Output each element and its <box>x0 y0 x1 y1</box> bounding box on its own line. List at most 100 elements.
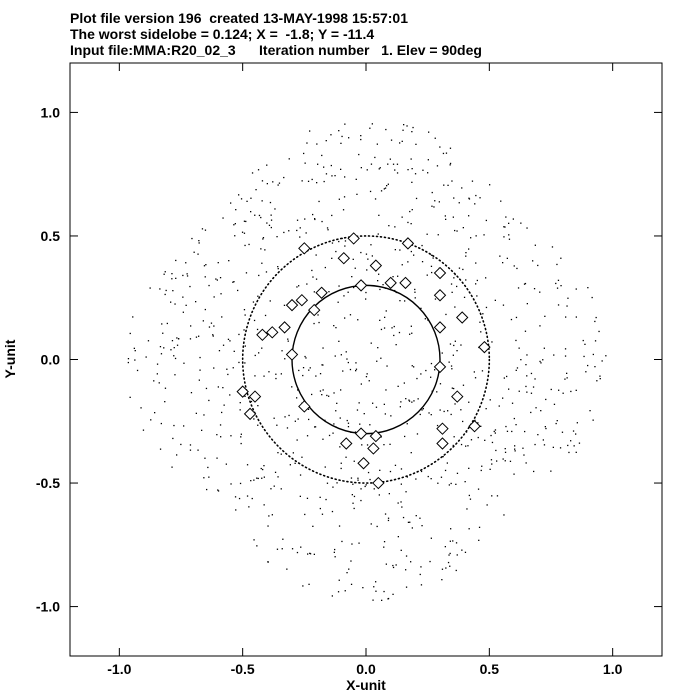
dot-588 <box>443 184 445 186</box>
dot-177 <box>415 515 417 517</box>
dot-578 <box>216 457 218 459</box>
dot-144 <box>383 590 385 593</box>
dot-431 <box>318 321 320 324</box>
dot-271 <box>190 392 193 394</box>
dot-669 <box>335 327 337 329</box>
dot-643 <box>479 321 481 323</box>
dot-728 <box>504 226 506 228</box>
dot-149 <box>516 367 519 369</box>
dot-809 <box>398 331 401 334</box>
dot-612 <box>351 494 353 496</box>
dot-699 <box>545 398 547 401</box>
dot-394 <box>514 450 516 452</box>
dot-218 <box>504 448 506 450</box>
dot-55 <box>294 420 296 422</box>
dot-764 <box>389 158 391 160</box>
dot-249 <box>407 221 409 224</box>
dot-798 <box>598 330 600 333</box>
diamond-marker-23 <box>248 390 262 403</box>
dot-314 <box>476 279 478 282</box>
dot-553 <box>452 216 454 218</box>
diamond-marker-17 <box>266 326 279 339</box>
dot-33 <box>218 350 221 352</box>
dot-864 <box>201 228 204 230</box>
dot-731 <box>258 274 260 277</box>
dot-356 <box>455 569 457 572</box>
dot-533 <box>356 193 358 195</box>
dot-751 <box>534 443 536 446</box>
dot-124 <box>306 497 309 499</box>
dot-131 <box>358 153 360 156</box>
dot-808 <box>436 391 438 393</box>
dot-714 <box>189 285 191 288</box>
dot-896 <box>520 359 522 361</box>
dot-22 <box>325 140 327 142</box>
dot-227 <box>482 313 484 315</box>
dot-657 <box>239 482 242 485</box>
dot-726 <box>156 373 158 375</box>
x-tick-label-4: 1.0 <box>603 661 623 677</box>
dot-522 <box>524 282 527 285</box>
dot-918 <box>337 301 339 303</box>
plot-frame <box>69 62 663 657</box>
dot-794 <box>407 261 409 263</box>
dot-937 <box>266 183 268 185</box>
dot-784 <box>601 360 603 362</box>
dot-782 <box>409 210 411 213</box>
dot-878 <box>330 134 332 136</box>
dot-742 <box>376 360 378 362</box>
dot-908 <box>322 364 324 366</box>
dot-129 <box>256 477 258 479</box>
dot-855 <box>525 462 527 464</box>
dot-389 <box>208 476 210 478</box>
dot-750 <box>270 488 272 490</box>
dot-333 <box>526 303 528 305</box>
dot-176 <box>568 451 570 454</box>
dot-947 <box>405 569 407 571</box>
dot-754 <box>331 175 333 177</box>
dot-119 <box>448 361 450 363</box>
dot-169 <box>302 374 304 377</box>
dot-377 <box>452 444 454 447</box>
dot-512 <box>564 378 566 380</box>
dot-934 <box>239 409 241 411</box>
dot-380 <box>564 348 567 350</box>
dot-711 <box>493 430 495 433</box>
dot-641 <box>386 365 388 367</box>
dot-482 <box>485 306 488 309</box>
dot-160 <box>473 371 475 373</box>
dot-613 <box>460 344 462 346</box>
dot-192 <box>413 400 415 402</box>
dot-627 <box>567 297 569 299</box>
diamond-marker-10 <box>433 289 447 302</box>
dot-24 <box>260 467 262 470</box>
dot-537 <box>134 359 136 361</box>
dot-455 <box>508 238 511 240</box>
dot-708 <box>175 259 177 262</box>
dot-313 <box>425 369 427 372</box>
dot-719 <box>427 172 429 174</box>
dot-667 <box>489 184 491 186</box>
dot-86 <box>270 219 273 221</box>
dot-186 <box>447 184 449 186</box>
dot-766 <box>309 130 311 132</box>
dot-73 <box>253 539 255 541</box>
x-tick-label-0: -1.0 <box>107 661 131 677</box>
diamond-marker-8 <box>354 279 368 292</box>
dot-43 <box>235 209 237 211</box>
dot-991 <box>543 444 546 446</box>
dot-477 <box>304 162 306 164</box>
dot-267 <box>328 291 330 293</box>
dot-623 <box>556 287 559 289</box>
dot-484 <box>303 152 305 155</box>
dot-989 <box>180 443 182 446</box>
dot-822 <box>517 287 520 289</box>
dot-564 <box>421 525 423 527</box>
dot-833 <box>405 555 408 557</box>
dot-891 <box>456 350 458 352</box>
dot-830 <box>304 513 306 516</box>
dot-567 <box>237 289 239 292</box>
dot-92 <box>278 182 281 184</box>
dot-574 <box>156 363 159 365</box>
dot-594 <box>206 488 208 491</box>
